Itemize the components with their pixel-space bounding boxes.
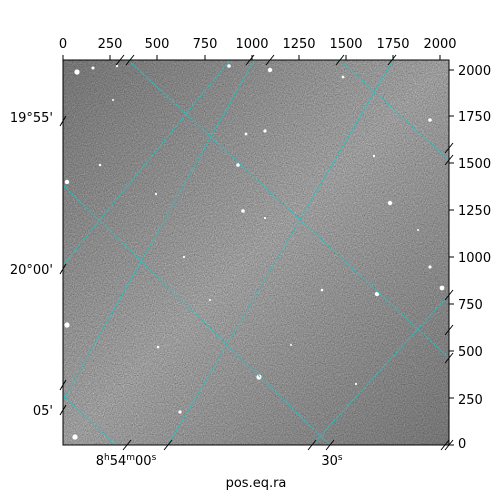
star bbox=[256, 374, 262, 380]
star bbox=[439, 285, 445, 291]
right-tick-label: 750 bbox=[458, 298, 483, 313]
star bbox=[72, 434, 78, 440]
right-axis: 0 250 500 750 1000 1250 1500 1750 2000 bbox=[458, 64, 491, 452]
top-tick-label: 1500 bbox=[329, 37, 362, 52]
tick-mark bbox=[444, 352, 454, 364]
star bbox=[182, 255, 186, 259]
top-tick-label: 1000 bbox=[235, 37, 268, 52]
tick-mark bbox=[444, 439, 454, 451]
tick-mark bbox=[245, 54, 255, 66]
top-tick-label: 1250 bbox=[282, 37, 315, 52]
star bbox=[290, 344, 292, 346]
tick-mark bbox=[115, 54, 125, 66]
right-tick-label: 2000 bbox=[458, 64, 491, 79]
right-tick-label: 0 bbox=[458, 437, 466, 452]
star bbox=[64, 322, 70, 328]
star bbox=[209, 299, 211, 301]
grid-line bbox=[127, 60, 449, 359]
left-tick-label: 20°00' bbox=[10, 263, 53, 278]
star bbox=[236, 163, 240, 167]
top-tick-label: 2000 bbox=[423, 37, 456, 52]
star-field bbox=[64, 64, 445, 440]
coordinate-grid bbox=[63, 60, 449, 445]
bottom-tick-label: 8h54m00s bbox=[96, 453, 157, 469]
star bbox=[428, 118, 432, 122]
tick-mark bbox=[307, 439, 317, 451]
tick-mark bbox=[387, 54, 397, 66]
tick-mark bbox=[59, 379, 67, 391]
top-tick-label: 500 bbox=[145, 37, 170, 52]
star bbox=[244, 132, 248, 136]
top-tick-label: 0 bbox=[59, 37, 67, 52]
star bbox=[372, 154, 376, 158]
sky-image bbox=[63, 60, 449, 445]
top-tick-label: 750 bbox=[193, 37, 218, 52]
star bbox=[154, 192, 158, 196]
right-tick-label: 1250 bbox=[458, 204, 491, 219]
star bbox=[74, 69, 80, 75]
star bbox=[341, 75, 345, 79]
star bbox=[354, 382, 358, 386]
tick-mark bbox=[125, 54, 135, 66]
tick-mark bbox=[444, 154, 454, 166]
star bbox=[156, 345, 160, 349]
right-tick-label: 1750 bbox=[458, 110, 491, 125]
grid-line bbox=[63, 60, 255, 401]
star bbox=[320, 288, 324, 292]
star bbox=[263, 216, 267, 220]
star bbox=[428, 265, 432, 269]
grid-line bbox=[311, 294, 449, 445]
top-tick-label: 250 bbox=[98, 37, 123, 52]
x-axis-title: pos.eq.ra bbox=[226, 476, 287, 491]
star bbox=[98, 163, 102, 167]
bottom-tick-label: 30s bbox=[321, 453, 343, 469]
star bbox=[115, 64, 119, 68]
grid-line bbox=[167, 60, 394, 445]
tick-mark bbox=[440, 439, 450, 451]
top-tick-label: 1750 bbox=[376, 37, 409, 52]
grid-line bbox=[339, 60, 449, 161]
star bbox=[374, 291, 380, 297]
tick-mark bbox=[163, 439, 173, 451]
star bbox=[178, 410, 182, 414]
tick-mark bbox=[444, 324, 454, 336]
star bbox=[267, 67, 273, 73]
star bbox=[263, 129, 267, 133]
tick-mark bbox=[444, 142, 454, 154]
right-tick-label: 1500 bbox=[458, 157, 491, 172]
tick-mark bbox=[444, 289, 454, 301]
tick-mark bbox=[265, 54, 275, 66]
top-axis: 0 250 500 750 1000 1250 1500 1750 2000 bbox=[59, 37, 457, 52]
grid-line bbox=[63, 394, 116, 445]
left-axis: 19°55' 20°00' 05' bbox=[10, 111, 53, 419]
right-tick-label: 250 bbox=[458, 393, 483, 408]
tick-mark bbox=[325, 439, 335, 451]
plot-frame bbox=[62, 59, 450, 446]
star bbox=[112, 99, 114, 101]
star bbox=[64, 179, 70, 185]
star bbox=[241, 209, 245, 213]
star bbox=[417, 229, 419, 231]
star bbox=[227, 64, 231, 68]
tick-mark bbox=[59, 263, 67, 275]
tick-mark bbox=[122, 439, 132, 451]
grid-line bbox=[63, 60, 231, 266]
bottom-axis: 8h54m00s 30s pos.eq.ra bbox=[96, 453, 343, 491]
tick-mark bbox=[59, 115, 67, 127]
star bbox=[91, 66, 95, 70]
grid-line bbox=[63, 184, 331, 445]
left-tick-label: 05' bbox=[33, 404, 53, 419]
left-tick-label: 19°55' bbox=[10, 111, 53, 126]
right-tick-label: 1000 bbox=[458, 251, 491, 266]
star bbox=[387, 200, 393, 206]
tick-mark bbox=[335, 54, 345, 66]
tick-mark bbox=[59, 404, 67, 416]
axis-ticks bbox=[59, 54, 454, 451]
right-tick-label: 500 bbox=[458, 345, 483, 360]
